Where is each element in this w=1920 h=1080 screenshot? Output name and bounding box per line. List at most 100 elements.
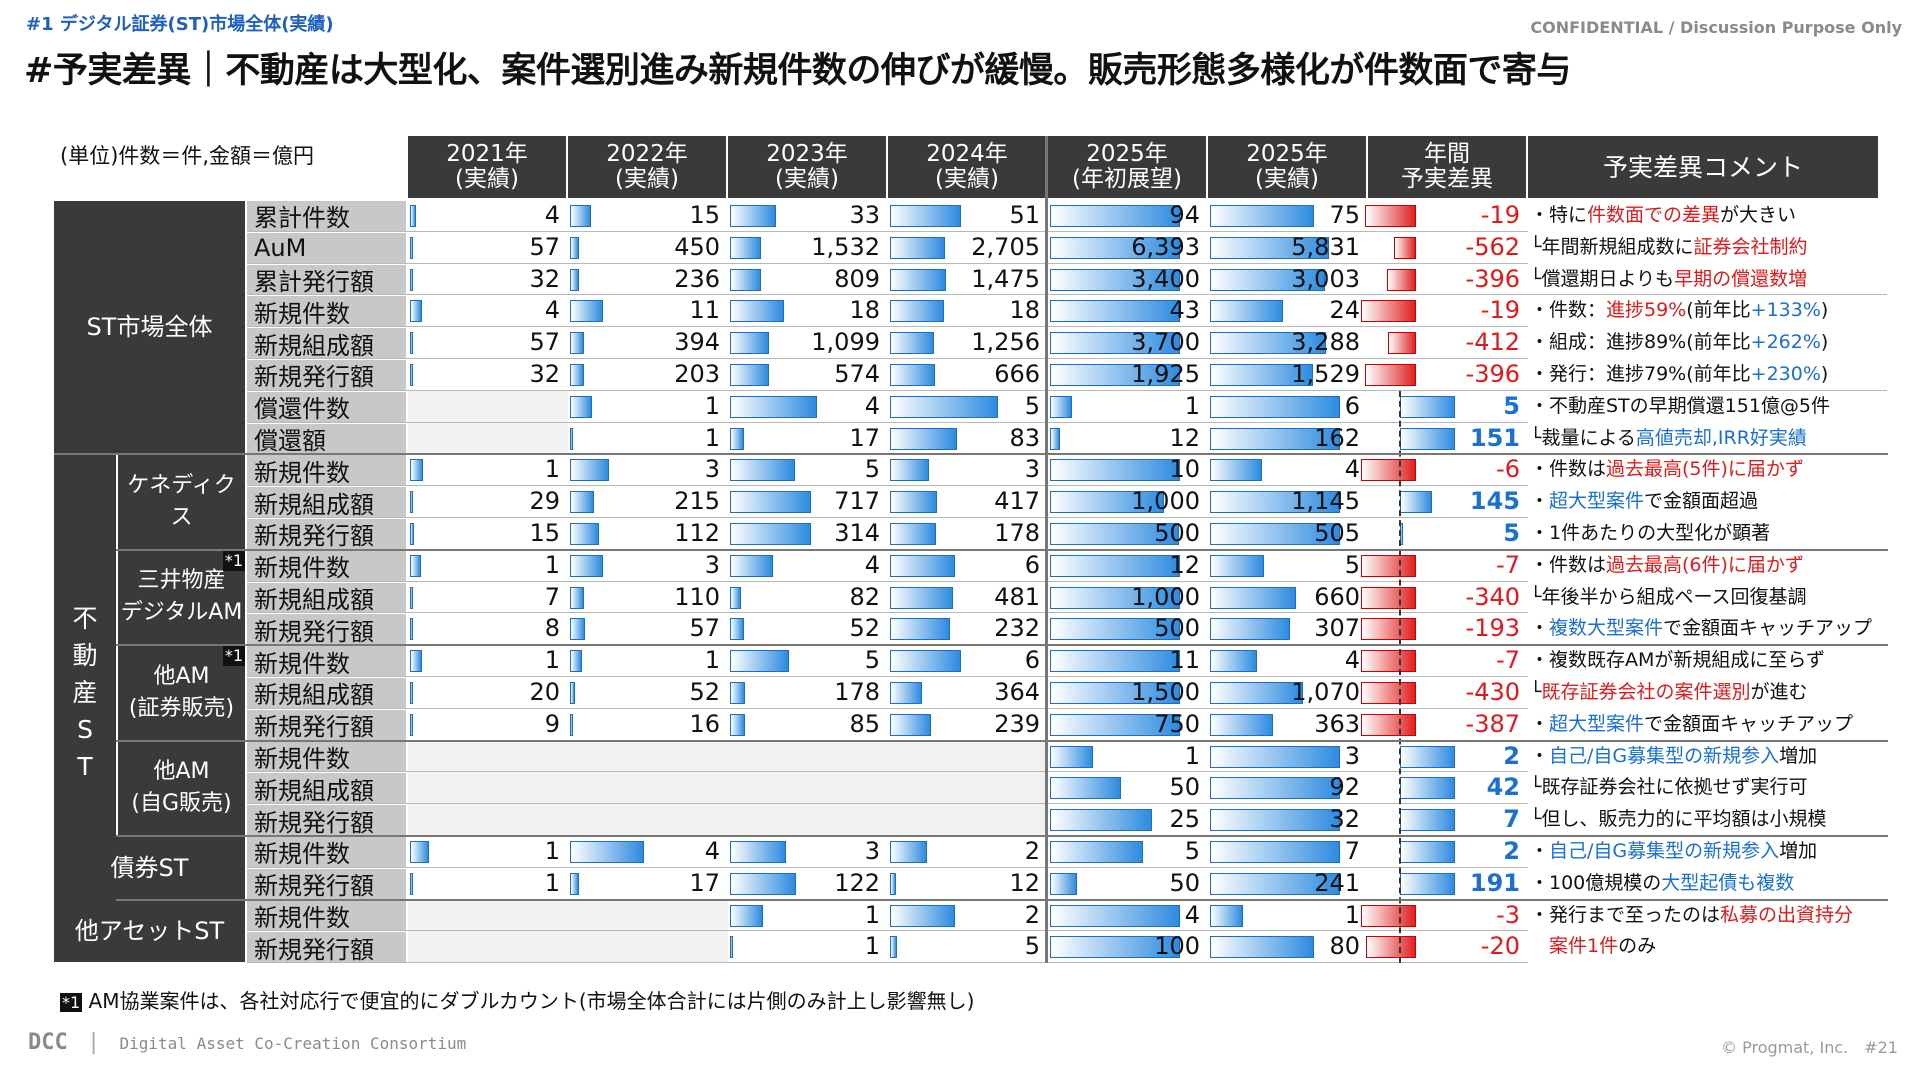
diff-cell: -430 <box>1465 678 1520 706</box>
diff-bar <box>1388 332 1416 355</box>
diff-baseline <box>1399 390 1401 964</box>
value-bar <box>1050 745 1093 768</box>
value-cell: 1 <box>704 646 720 675</box>
row-divider <box>247 517 1528 518</box>
value-cell: 5 <box>1024 932 1040 961</box>
value-bar <box>730 713 745 736</box>
comment-text: が大きい <box>1720 204 1797 226</box>
value-bar <box>730 332 769 355</box>
group-label: 他AM (証券販売) *1 <box>118 646 245 740</box>
diff-cell: -396 <box>1465 360 1520 388</box>
value-bar <box>1050 523 1179 545</box>
value-bar <box>1050 809 1152 832</box>
diff-bar <box>1361 554 1416 577</box>
comment-text: └既存証券会社に依拠せず実行可 <box>1530 776 1808 799</box>
column-header-line1: 2022年 <box>606 141 688 167</box>
comment-text: ・100億規模の <box>1530 871 1662 894</box>
diff-bar <box>1365 364 1416 386</box>
comment-text: 進捗59% <box>1606 299 1687 322</box>
value-bar <box>1210 427 1340 450</box>
diff-bar <box>1361 682 1416 704</box>
value-cell: 215 <box>674 487 720 516</box>
group-label-line: ST市場全体 <box>86 313 213 342</box>
footnote-text: AM協業案件は、各社対応行で便宜的にダブルカウント(市場全体合計には片側のみ計上… <box>88 989 975 1013</box>
value-bar <box>730 300 784 323</box>
comment-line: ・自己/自G募集型の新規参入増加 <box>1530 838 1910 870</box>
value-bar <box>890 523 936 545</box>
value-bar <box>1210 618 1290 641</box>
comment-line: └年間新規組成数に証券会社制約 <box>1530 234 1910 266</box>
comment-line: └但し、販売力的に平均額は小規模 <box>1530 806 1910 838</box>
comment-text: └ <box>1530 681 1542 703</box>
diff-bar <box>1394 236 1416 259</box>
value-bar <box>890 936 897 959</box>
value-bar <box>730 491 811 514</box>
group-label-line: 他アセットST <box>74 917 225 946</box>
diff-bar <box>1365 205 1416 227</box>
value-cell: 6 <box>1024 550 1040 579</box>
diff-cell: -7 <box>1496 646 1520 675</box>
group-label: ST市場全体 <box>54 201 245 454</box>
value-bar <box>1210 777 1340 800</box>
comment-text: ・件数は <box>1530 553 1607 576</box>
value-cell: 3 <box>1344 741 1360 770</box>
group-label-line: 他AM <box>153 759 210 785</box>
value-cell: 20 <box>529 678 560 706</box>
column-header-line2: (実績) <box>935 166 999 192</box>
value-bar <box>1210 205 1314 227</box>
value-bar <box>570 713 573 736</box>
value-bar <box>1210 395 1340 418</box>
value-bar <box>410 523 414 545</box>
value-cell: 7 <box>1344 837 1360 865</box>
comment-line: ・発行まで至ったのは私募の出資持分 <box>1530 902 1910 934</box>
footer-brand: DCC | Digital Asset Co-Creation Consorti… <box>28 1030 467 1055</box>
group-label: 他アセットST <box>54 900 245 963</box>
value-bar <box>730 523 811 545</box>
row-label: 累計発行額 <box>247 264 406 296</box>
value-cell: 25 <box>1169 805 1200 834</box>
row-divider <box>247 676 1528 677</box>
value-bar <box>1210 586 1296 609</box>
value-cell: 232 <box>994 614 1040 643</box>
value-bar <box>410 682 413 704</box>
value-cell: 394 <box>674 328 720 357</box>
comment-line: ・件数は過去最高(5件)に届かず <box>1530 456 1910 488</box>
diff-bar <box>1361 618 1416 641</box>
value-cell: 500 <box>1154 519 1200 547</box>
value-bar <box>570 205 591 227</box>
row-label: 新規発行額 <box>247 805 406 837</box>
value-cell: 1,145 <box>1291 487 1360 516</box>
row-label: 新規件数 <box>247 455 406 487</box>
row-label: 償還件数 <box>247 391 406 423</box>
value-bar <box>1050 872 1077 895</box>
value-bar <box>1210 809 1340 832</box>
comment-line: └年後半から組成ペース回復基調 <box>1530 584 1910 616</box>
comment-line: ・1件あたりの大型化が顕著 <box>1530 520 1910 552</box>
value-bar <box>1050 682 1180 704</box>
column-header: 予実差異コメント <box>1528 136 1878 198</box>
value-bar <box>1210 332 1326 355</box>
value-cell: 82 <box>849 582 880 611</box>
row-divider <box>247 866 1528 868</box>
group-divider <box>54 835 1888 837</box>
value-bar <box>410 205 416 227</box>
comment-text: ・特に <box>1530 204 1588 226</box>
column-header-line2: (実績) <box>1255 166 1319 192</box>
value-cell: 92 <box>1329 773 1360 802</box>
value-cell: 83 <box>1009 423 1040 452</box>
comment-line: ・不動産STの早期償還151億@5件 <box>1530 393 1910 425</box>
value-bar <box>570 268 579 291</box>
row-label: 新規件数 <box>247 900 406 932</box>
value-bar <box>410 618 413 641</box>
group-label-line: 産 <box>72 678 98 708</box>
value-bar <box>1050 586 1180 609</box>
diff-bar <box>1366 936 1416 959</box>
value-bar <box>570 586 584 609</box>
row-label: 新規件数 <box>247 550 406 582</box>
value-bar <box>1050 427 1060 450</box>
row-label: 新規発行額 <box>247 519 406 550</box>
value-bar <box>890 872 896 895</box>
row-label: 累計件数 <box>247 201 406 232</box>
value-cell: 717 <box>834 487 880 516</box>
value-bar <box>1210 236 1329 259</box>
